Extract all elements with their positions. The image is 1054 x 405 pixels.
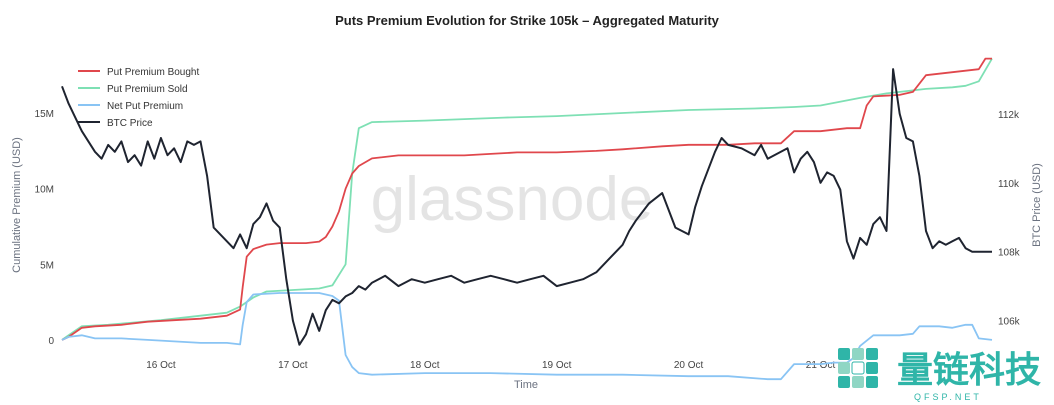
brand-logo: 量链科技 QFSP.NET (838, 348, 1041, 402)
brand-sub: QFSP.NET (914, 392, 982, 402)
net-put-premium-line (61, 292, 993, 381)
watermark: glassnode (371, 165, 654, 234)
y-tick-label: 5M (40, 260, 54, 271)
put-premium-bought-line (61, 57, 992, 341)
x-tick-label: 19 Oct (542, 360, 572, 371)
y2-tick-label: 112k (998, 110, 1020, 121)
series-layer (61, 57, 993, 381)
right-axis: 106k 108k 110k 112k (998, 110, 1021, 328)
x-tick-label: 21 Oct (806, 360, 836, 371)
x-tick-label: 20 Oct (674, 360, 704, 371)
legend-label-sold: Put Premium Sold (107, 84, 188, 95)
x-tick-label: 18 Oct (410, 360, 440, 371)
y2-tick-label: 108k (998, 248, 1021, 259)
y-tick-label: 10M (35, 185, 54, 196)
legend-label-btc: BTC Price (107, 118, 153, 129)
x-tick-label: 16 Oct (146, 360, 176, 371)
x-tick-label: 17 Oct (278, 360, 308, 371)
y2-tick-label: 106k (998, 317, 1021, 328)
y-tick-label: 15M (35, 109, 54, 120)
brand-name: 量链科技 (897, 350, 1041, 391)
left-axis: 0 5M 10M 15M (35, 109, 55, 347)
brand-mark-icon (838, 348, 878, 388)
y2-axis-title: BTC Price (USD) (1031, 163, 1043, 247)
chart-title: Puts Premium Evolution for Strike 105k –… (335, 13, 720, 28)
legend-label-bought: Put Premium Bought (107, 67, 199, 78)
legend-label-net: Net Put Premium (107, 101, 183, 112)
x-axis-title: Time (514, 379, 538, 391)
y-tick-label: 0 (48, 336, 54, 347)
btc-price-line (61, 68, 992, 346)
legend[interactable]: Put Premium Bought Put Premium Sold Net … (78, 67, 199, 129)
y2-tick-label: 110k (998, 179, 1020, 190)
x-axis: 16 Oct 17 Oct 18 Oct 19 Oct 20 Oct 21 Oct (146, 360, 835, 371)
y-axis-title: Cumulative Premium (USD) (11, 137, 23, 273)
put-premium-sold-line (61, 58, 993, 341)
